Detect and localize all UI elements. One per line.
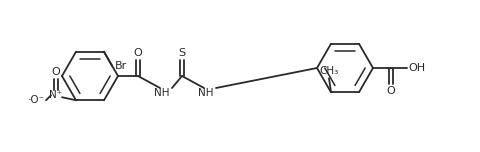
Text: O: O <box>52 67 60 77</box>
Text: O: O <box>386 86 396 96</box>
Text: S: S <box>179 48 186 58</box>
Text: NH: NH <box>198 88 214 98</box>
Text: ·O⁻: ·O⁻ <box>27 95 45 105</box>
Text: O: O <box>133 48 143 58</box>
Text: NH: NH <box>154 88 170 98</box>
Text: CH₃: CH₃ <box>319 66 338 76</box>
Text: Br: Br <box>115 61 127 71</box>
Text: N⁺: N⁺ <box>49 90 62 100</box>
Text: OH: OH <box>408 63 426 73</box>
